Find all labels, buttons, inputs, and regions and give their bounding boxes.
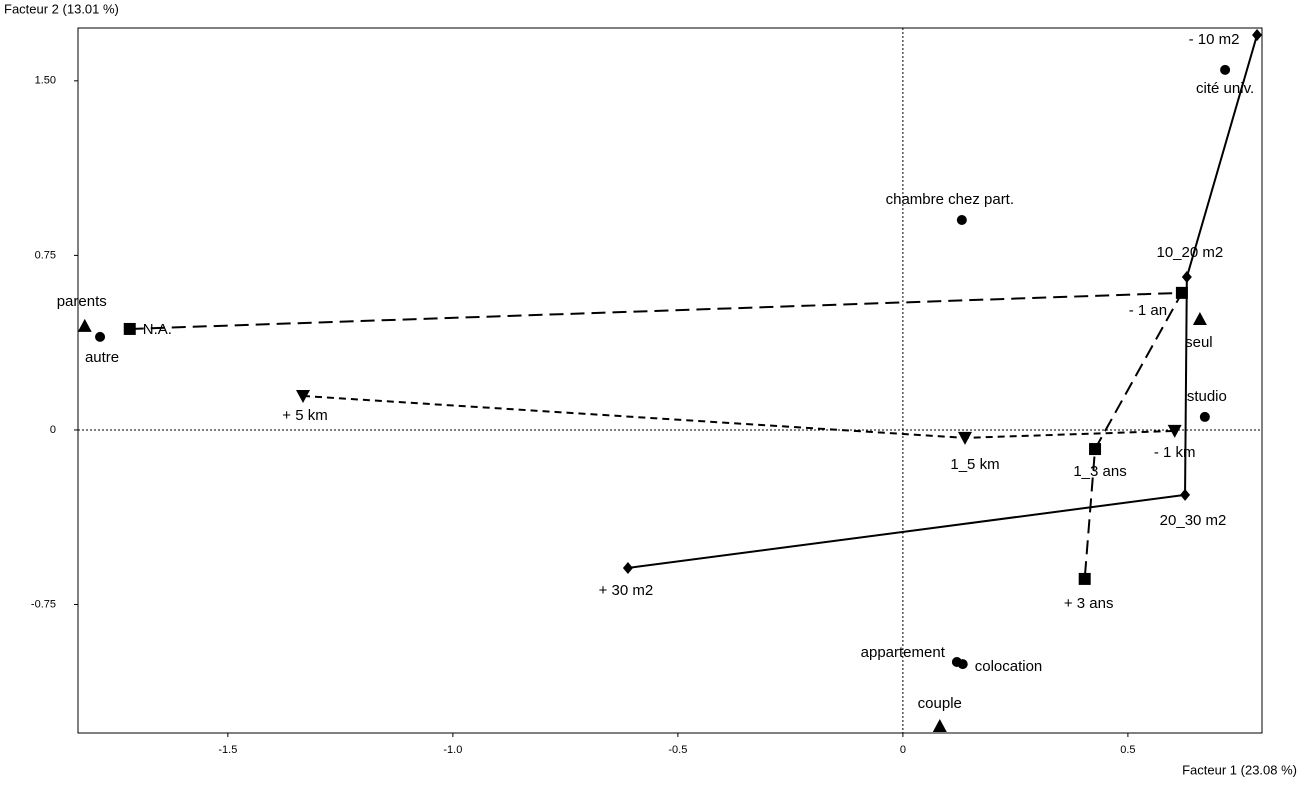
x-tick-label: -0.5 [668, 744, 687, 756]
y-tick-label: 1.50 [35, 75, 56, 87]
point [1175, 286, 1188, 299]
plot-frame [77, 27, 1263, 734]
point-label: - 1 an [1129, 302, 1167, 319]
point [957, 431, 972, 445]
point [1180, 488, 1191, 501]
point-label: + 30 m2 [599, 582, 654, 599]
point-label: N.A. [143, 321, 172, 338]
x-tick-label: 0.5 [1120, 744, 1135, 756]
point [77, 318, 92, 332]
point [1181, 271, 1192, 284]
point [1167, 424, 1182, 438]
y-tick-label: 0 [50, 424, 56, 436]
point-label: colocation [975, 658, 1043, 675]
point [95, 331, 106, 342]
point [1199, 411, 1210, 422]
point [1078, 572, 1091, 585]
connector-line [302, 394, 1175, 439]
x-tick-label: -1.5 [218, 744, 237, 756]
point-label: + 3 ans [1064, 595, 1114, 612]
point-label: couple [918, 695, 962, 712]
point [296, 389, 311, 403]
point-label: 20_30 m2 [1160, 512, 1227, 529]
point [123, 322, 136, 335]
point [1252, 28, 1263, 41]
point-label: parents [57, 293, 107, 310]
point [1220, 64, 1231, 75]
connector-line [627, 34, 1259, 569]
point [932, 719, 947, 733]
point [622, 561, 633, 574]
y-tick-label: 0.75 [35, 249, 56, 261]
point [957, 659, 968, 670]
point-label: 10_20 m2 [1156, 244, 1223, 261]
point-label: 1_3 ans [1073, 463, 1126, 480]
point-label: - 10 m2 [1189, 31, 1240, 48]
point-label: seul [1185, 334, 1213, 351]
point-label: chambre chez part. [886, 191, 1014, 208]
x-tick-label: -1.0 [443, 744, 462, 756]
point [1192, 311, 1207, 325]
point-label: 1_5 km [950, 456, 999, 473]
point-label: - 1 km [1154, 444, 1196, 461]
point [956, 215, 967, 226]
y-axis-title: Facteur 2 (13.01 %) [4, 1, 119, 16]
point [1089, 443, 1102, 456]
point-label: + 5 km [282, 407, 327, 424]
connector-line [129, 291, 1184, 579]
y-tick-label: -0.75 [31, 598, 56, 610]
point-label: autre [85, 349, 119, 366]
point-label: appartement [861, 644, 946, 661]
x-axis-title: Facteur 1 (23.08 %) [1182, 762, 1297, 777]
point-label: cité univ. [1196, 80, 1254, 97]
point-label: studio [1187, 388, 1227, 405]
x-tick-label: 0 [900, 744, 906, 756]
